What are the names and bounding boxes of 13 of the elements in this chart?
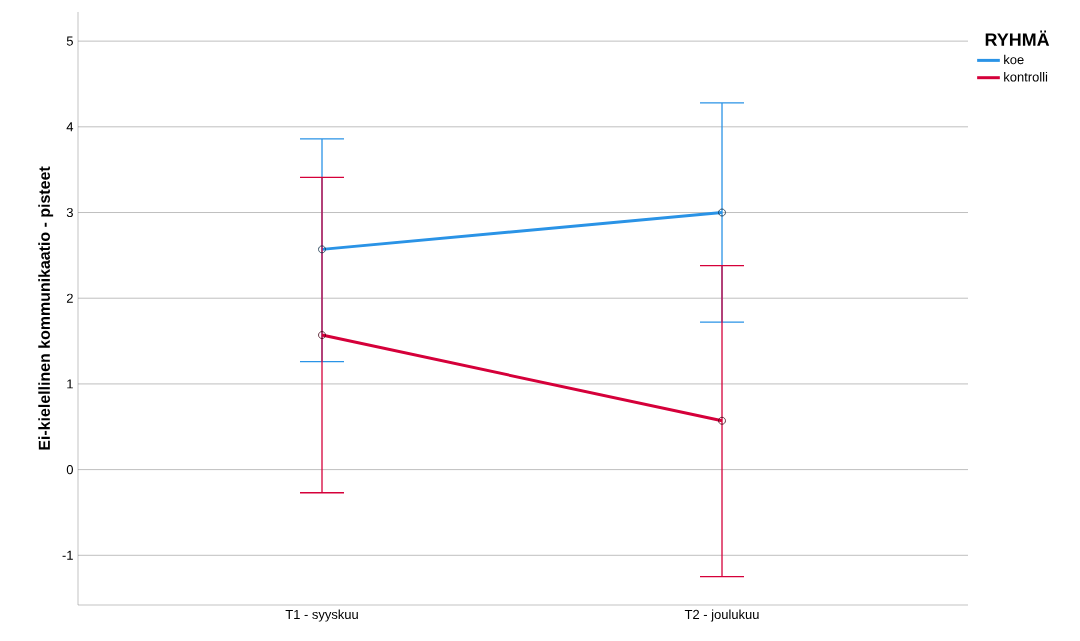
x-tick-label: T2 - joulukuu [684,609,759,622]
y-axis-title: Ei-kielellinen kommunikaatio - pisteet [38,166,54,450]
y-tick-label: 0 [66,465,73,475]
y-tick-label: -1 [62,550,73,560]
legend-title: RYHMÄ [985,30,1050,46]
legend-label: kontrolli [1004,72,1048,82]
x-tick-label: T1 - syyskuu [285,609,358,622]
y-tick-label: 4 [66,122,74,132]
y-tick-label: 3 [66,207,73,218]
legend-label: koe [1004,54,1024,65]
y-tick-label: 5 [66,36,73,46]
y-tick-label: 1 [67,379,73,389]
y-tick-label: 2 [66,293,73,303]
